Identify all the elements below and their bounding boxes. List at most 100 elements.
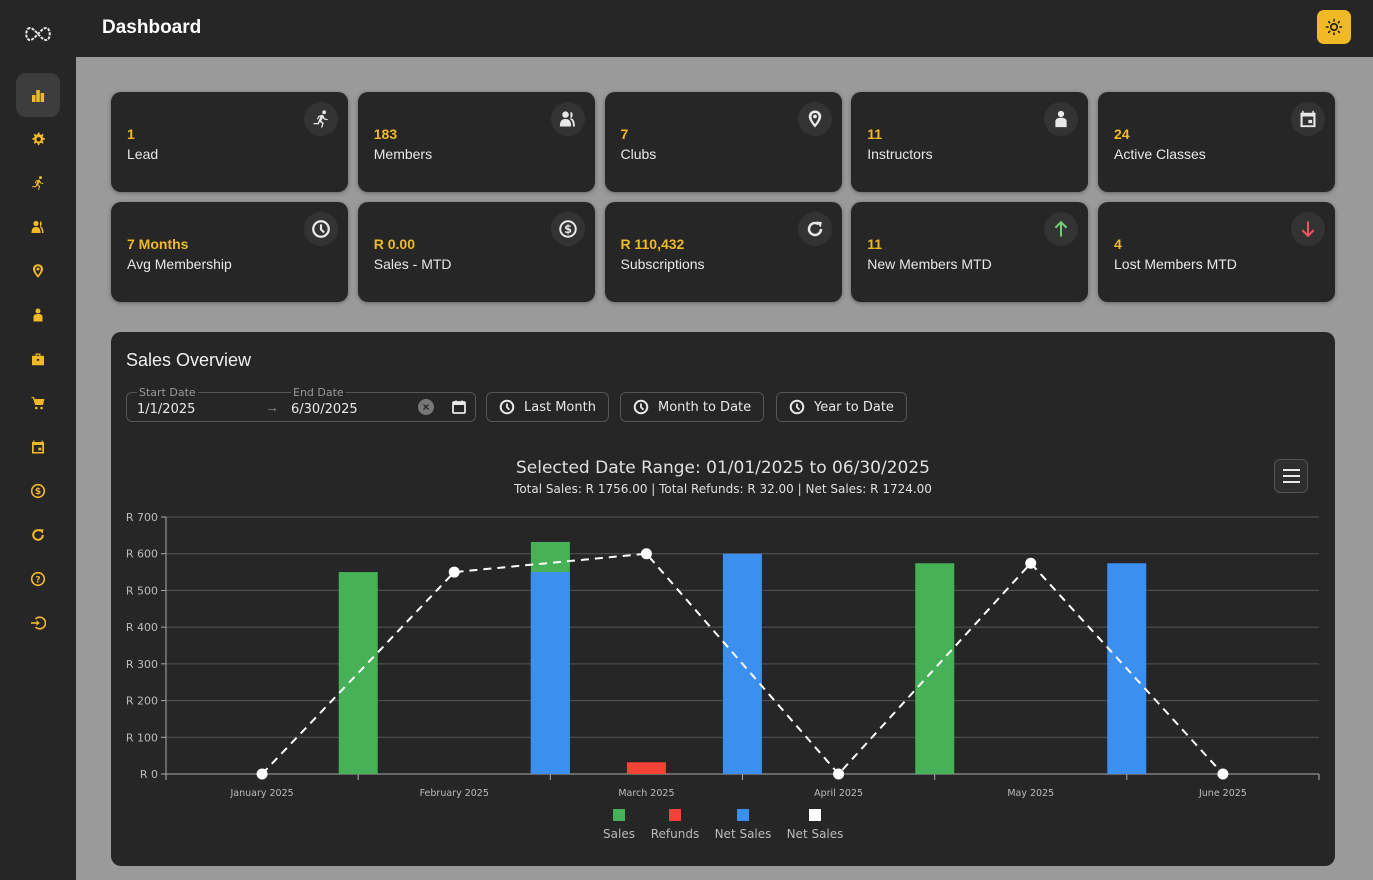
person-icon bbox=[33, 308, 43, 322]
location-pin-icon bbox=[808, 110, 821, 128]
legend-label[interactable]: Net Sales bbox=[787, 827, 844, 841]
location-pin-icon bbox=[33, 264, 43, 278]
stat-card[interactable]: 4 Lost Members MTD bbox=[1098, 202, 1335, 302]
line-net-sales bbox=[261, 552, 1224, 776]
sidebar-item-shop[interactable] bbox=[16, 381, 60, 425]
last-month-label: Last Month bbox=[524, 399, 596, 415]
x-tick-label: June 2025 bbox=[1198, 788, 1247, 799]
stat-icon-badge bbox=[304, 102, 338, 136]
y-tick-label: R 400 bbox=[126, 621, 158, 634]
month-to-date-button[interactable]: Month to Date bbox=[620, 392, 765, 422]
bar-net-sales bbox=[530, 572, 570, 774]
calendar-icon[interactable] bbox=[451, 399, 467, 415]
stat-card[interactable]: 7 Months Avg Membership bbox=[111, 202, 348, 302]
bar-chart-icon bbox=[32, 90, 45, 102]
gear-icon bbox=[32, 132, 45, 146]
sidebar-item-settings[interactable] bbox=[16, 117, 60, 161]
sidebar-item-classes[interactable] bbox=[16, 425, 60, 469]
stat-value: 7 bbox=[620, 126, 629, 142]
legend-swatch bbox=[669, 809, 681, 821]
legend-label[interactable]: Net Sales bbox=[715, 827, 772, 841]
theme-toggle-button[interactable] bbox=[1317, 10, 1351, 44]
end-date-input[interactable]: 6/30/2025 bbox=[291, 402, 358, 417]
y-tick-label: R 700 bbox=[126, 511, 158, 524]
stat-icon-badge bbox=[304, 212, 338, 246]
clear-date-icon[interactable]: × bbox=[418, 399, 434, 415]
stat-value: 11 bbox=[867, 126, 883, 142]
people-icon bbox=[31, 220, 44, 233]
svg-text:$: $ bbox=[564, 223, 572, 236]
chart-subtitle: Total Sales: R 1756.00 | Total Refunds: … bbox=[514, 482, 932, 496]
sidebar-item-clubs[interactable] bbox=[16, 249, 60, 293]
stat-card[interactable]: 1 Lead bbox=[111, 92, 348, 192]
stat-card[interactable]: 7 Clubs bbox=[604, 92, 842, 192]
line-point bbox=[448, 566, 460, 578]
chart-menu-button[interactable] bbox=[1274, 459, 1308, 493]
sidebar-item-dashboard[interactable] bbox=[16, 73, 60, 117]
sidebar-item-products[interactable] bbox=[16, 337, 60, 381]
running-person-icon bbox=[313, 110, 328, 128]
year-to-date-button[interactable]: Year to Date bbox=[776, 392, 907, 422]
last-month-button[interactable]: Last Month bbox=[486, 392, 609, 422]
stat-icon-badge bbox=[1044, 102, 1079, 136]
stat-card[interactable]: 11 Instructors bbox=[851, 92, 1089, 192]
arrow-down-icon bbox=[1301, 221, 1315, 238]
stat-icon-badge: $ bbox=[550, 212, 585, 246]
sidebar-item-logout[interactable] bbox=[16, 601, 60, 645]
y-tick-label: R 200 bbox=[126, 695, 158, 708]
dollar-circle-icon: $ bbox=[30, 483, 46, 499]
stat-label: Subscriptions bbox=[620, 256, 705, 272]
sales-overview-panel: R 0 R 100 R 200 R 300 R 400 R 500 R 600 R 700 Ja… bbox=[111, 332, 1335, 866]
stat-value: 4 bbox=[1114, 236, 1122, 252]
stat-value: 183 bbox=[373, 126, 398, 142]
svg-text:$: $ bbox=[35, 487, 41, 497]
stat-icon-badge bbox=[550, 102, 585, 136]
people-icon bbox=[559, 111, 575, 127]
line-point bbox=[256, 768, 268, 780]
infinity-logo-icon[interactable] bbox=[22, 24, 54, 46]
stat-card[interactable]: R 110,432 Subscriptions bbox=[604, 202, 842, 302]
bar-refunds bbox=[626, 762, 666, 774]
sidebar-item-subscriptions[interactable] bbox=[16, 513, 60, 557]
hamburger-icon-bar bbox=[1282, 469, 1300, 471]
stat-value: 11 bbox=[867, 236, 883, 252]
cart-icon bbox=[31, 397, 45, 410]
chart-title: Selected Date Range: 01/01/2025 to 06/30… bbox=[516, 458, 930, 478]
dollar-circle-icon: $ bbox=[559, 220, 577, 238]
legend-label[interactable]: Sales bbox=[603, 827, 635, 841]
y-tick-label: R 0 bbox=[140, 768, 158, 781]
legend-swatch bbox=[613, 809, 625, 821]
start-date-input[interactable]: 1/1/2025 bbox=[137, 402, 196, 417]
start-date-label: Start Date bbox=[137, 386, 198, 399]
sidebar-item-leads[interactable] bbox=[16, 161, 60, 205]
month-to-date-label: Month to Date bbox=[658, 399, 752, 415]
top-bar: Dashboard bbox=[76, 0, 1373, 57]
stat-card[interactable]: 11 New Members MTD bbox=[851, 202, 1089, 302]
sidebar-item-instructors[interactable] bbox=[16, 293, 60, 337]
stat-icon-badge bbox=[1291, 102, 1325, 136]
stat-icon-badge bbox=[797, 212, 832, 246]
line-point bbox=[1025, 557, 1037, 569]
hamburger-icon-bar bbox=[1282, 475, 1300, 477]
stat-label: Sales - MTD bbox=[373, 256, 452, 272]
sidebar-item-sales[interactable]: $ bbox=[16, 469, 60, 513]
sales-chart: R 0 R 100 R 200 R 300 R 400 R 500 R 600 R 700 Ja… bbox=[126, 511, 1320, 841]
stat-label: Avg Membership bbox=[127, 256, 232, 272]
stat-card[interactable]: R 0.00 Sales - MTD $ bbox=[357, 202, 595, 302]
legend-label[interactable]: Refunds bbox=[651, 827, 700, 841]
stat-card[interactable]: 24 Active Classes bbox=[1098, 92, 1335, 192]
y-tick-label: R 300 bbox=[126, 658, 158, 671]
date-range-picker[interactable]: Start Date 1/1/2025 → End Date 6/30/2025… bbox=[126, 387, 476, 422]
end-date-label: End Date bbox=[291, 386, 346, 399]
stat-icon-badge bbox=[797, 102, 832, 136]
stat-label: Active Classes bbox=[1114, 146, 1206, 162]
line-point bbox=[640, 548, 652, 560]
svg-text:?: ? bbox=[35, 575, 40, 585]
sidebar-item-members[interactable] bbox=[16, 205, 60, 249]
clock-icon bbox=[789, 399, 805, 415]
stat-value: 7 Months bbox=[127, 236, 189, 252]
sidebar-item-help[interactable]: ? bbox=[16, 557, 60, 601]
stat-card[interactable]: 183 Members bbox=[357, 92, 595, 192]
legend-swatch bbox=[809, 809, 821, 821]
clock-icon bbox=[312, 220, 330, 238]
